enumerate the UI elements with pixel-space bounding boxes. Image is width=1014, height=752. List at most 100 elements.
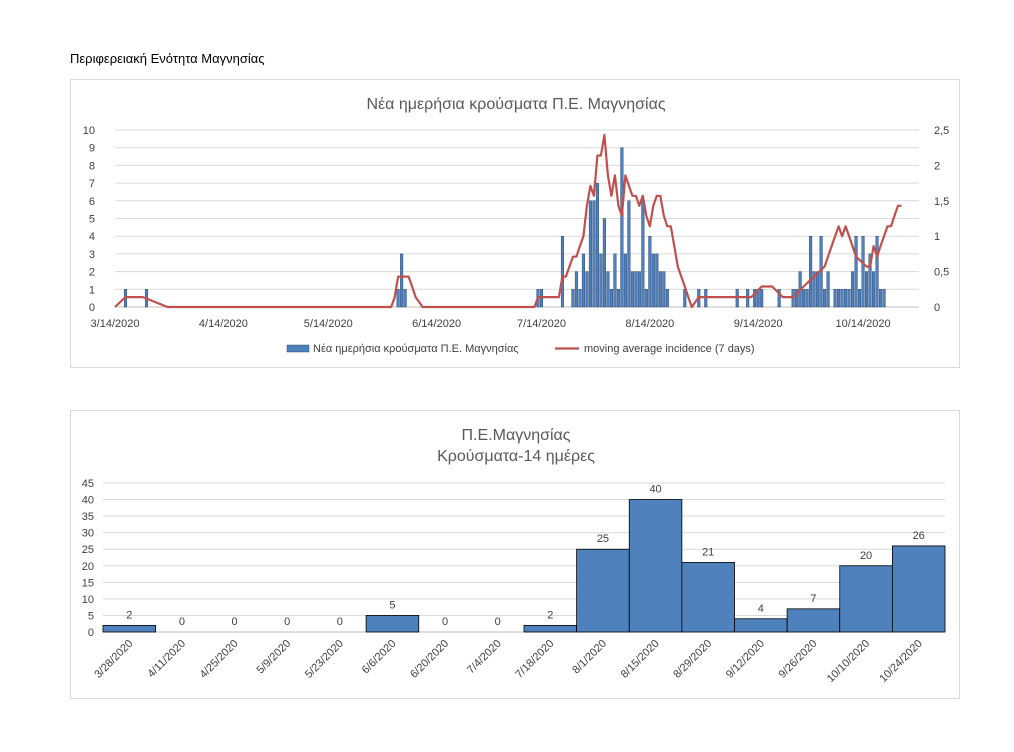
daily-cases-bar: [571, 289, 575, 308]
daily-cases-bar: [623, 253, 627, 308]
bar-data-label: 25: [597, 533, 609, 545]
daily-cases-bar: [644, 289, 648, 308]
x-category-label: 6/6/2020: [360, 638, 399, 677]
daily-cases-bar: [592, 200, 596, 308]
y-right-tick-label: 0: [934, 302, 940, 314]
y-left-tick-label: 7: [89, 178, 95, 190]
fortnight-bar: [839, 565, 893, 633]
bar-data-label: 5: [389, 599, 395, 611]
y-left-tick-label: 4: [89, 231, 95, 243]
x-tick-label: 6/14/2020: [412, 318, 461, 330]
daily-cases-bar: [662, 271, 666, 308]
x-tick-label: 4/14/2020: [199, 318, 248, 330]
x-category-label: 3/28/2020: [92, 638, 135, 681]
daily-cases-bar: [602, 218, 606, 308]
x-tick-label: 9/14/2020: [734, 318, 783, 330]
x-tick-label: 3/14/2020: [91, 318, 140, 330]
y-left-tick-label: 8: [89, 160, 95, 172]
daily-cases-chart: Νέα ημερήσια κρούσματα Π.Ε. Μαγνησίας 0 1 2…: [70, 79, 960, 368]
fortnight-bar: [734, 618, 788, 633]
bar-data-label: 2: [547, 609, 553, 621]
daily-cases-bar: [851, 271, 855, 308]
daily-cases-chart-svg: Νέα ημερήσια κρούσματα Π.Ε. Μαγνησίας 0 1 2…: [83, 96, 950, 355]
y-left-tick-label: 10: [83, 125, 95, 137]
x-category-label: 8/1/2020: [570, 638, 609, 677]
daily-cases-bar: [844, 289, 848, 308]
daily-cases-bar: [882, 289, 886, 308]
fortnight-bar: [681, 562, 735, 633]
y-right-tick-label: 1,5: [934, 196, 949, 208]
bar-data-label: 40: [649, 484, 661, 496]
daily-cases-bar: [627, 200, 631, 308]
x-category-label: 4/25/2020: [198, 638, 241, 681]
daily-cases-bar: [812, 271, 816, 308]
x-category-label: 10/24/2020: [877, 638, 924, 685]
x-tick-label: 7/14/2020: [517, 318, 566, 330]
y-tick-label: 20: [82, 561, 94, 573]
daily-cases-bar: [833, 289, 837, 308]
bar-data-label: 0: [179, 616, 185, 628]
daily-cases-bar: [641, 200, 645, 308]
daily-cases-bar: [858, 289, 862, 308]
daily-cases-bar: [588, 200, 592, 308]
daily-cases-bar: [616, 289, 620, 308]
daily-cases-bar: [606, 271, 610, 308]
chart-title-line-1: Π.Ε.Μαγνησίας: [462, 427, 571, 444]
bar-data-label: 0: [337, 616, 343, 628]
daily-cases-bar: [879, 289, 883, 308]
chart-title-line-2: Κρούσματα-14 ημέρες: [437, 448, 595, 465]
x-category-label: 7/4/2020: [465, 638, 504, 677]
daily-cases-bar: [823, 289, 827, 308]
y-tick-label: 15: [82, 577, 94, 589]
x-category-label: 6/20/2020: [408, 638, 451, 681]
daily-cases-bar: [585, 271, 589, 308]
daily-cases-bar: [620, 147, 624, 308]
y-tick-label: 45: [82, 478, 94, 490]
daily-cases-bar: [872, 271, 876, 308]
daily-cases-bar: [578, 289, 582, 308]
fortnight-cases-chart: Π.Ε.Μαγνησίας Κρούσματα-14 ημέρες 0 5 10 15 20…: [70, 410, 960, 699]
daily-cases-bar: [648, 235, 652, 308]
x-tick-label: 5/14/2020: [304, 318, 353, 330]
y-right-tick-label: 1: [934, 231, 940, 243]
y-right-tick-label: 2,5: [934, 125, 949, 137]
daily-cases-bar: [865, 271, 869, 308]
y-tick-label: 10: [82, 594, 94, 606]
bar-data-label: 7: [810, 593, 816, 605]
fortnight-bar: [628, 499, 683, 633]
legend-label-line: moving average incidence (7 days): [584, 343, 755, 355]
daily-cases-bar: [396, 289, 400, 308]
daily-cases-bar: [574, 271, 578, 308]
daily-cases-bar: [816, 271, 820, 308]
bar-data-label: 0: [284, 616, 290, 628]
daily-cases-bar: [581, 253, 585, 308]
fortnight-bar: [576, 548, 630, 633]
daily-cases-bar: [651, 253, 655, 308]
fortnight-bar: [365, 615, 420, 633]
y-tick-label: 5: [88, 610, 94, 622]
daily-cases-bar: [795, 289, 799, 308]
y-left-tick-label: 2: [89, 267, 95, 279]
bar-data-label: 20: [860, 550, 872, 562]
x-category-label: 7/18/2020: [513, 638, 556, 681]
y-tick-label: 35: [82, 511, 94, 523]
y-left-tick-label: 5: [89, 214, 95, 226]
page-heading: Περιφερειακή Ενότητα Μαγνησίας: [70, 51, 265, 66]
x-category-label: 9/26/2020: [776, 638, 819, 681]
daily-cases-bar: [840, 289, 844, 308]
daily-cases-bar: [777, 289, 781, 308]
daily-cases-bar: [637, 271, 641, 308]
x-category-label: 10/10/2020: [825, 638, 872, 685]
fortnight-bar: [891, 545, 946, 633]
chart-title: Νέα ημερήσια κρούσματα Π.Ε. Μαγνησίας: [366, 96, 665, 113]
moving-average-line: [114, 133, 902, 309]
y-tick-label: 30: [82, 528, 94, 540]
daily-cases-bar: [809, 235, 813, 308]
bar-data-label: 4: [758, 603, 764, 615]
daily-cases-bar: [753, 289, 757, 308]
daily-cases-bar: [826, 271, 830, 308]
y-right-tick-label: 2: [934, 160, 940, 172]
daily-cases-bar: [760, 289, 764, 308]
fortnight-bar: [786, 608, 841, 633]
